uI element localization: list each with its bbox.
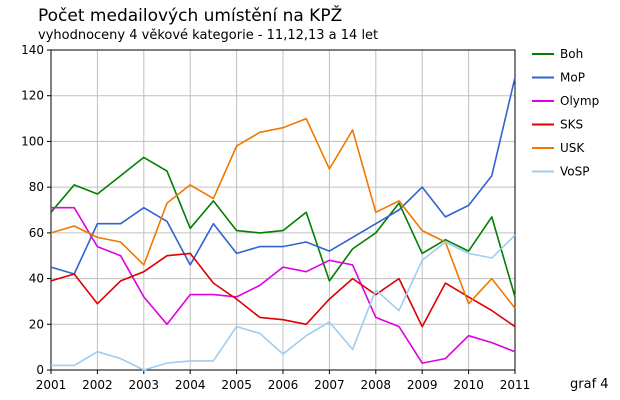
x-tick-label: 2008 bbox=[361, 378, 392, 392]
y-tick-label: 0 bbox=[36, 363, 44, 377]
x-tick-label: 2010 bbox=[453, 378, 484, 392]
y-tick-label: 60 bbox=[29, 226, 44, 240]
x-tick-label: 2006 bbox=[268, 378, 299, 392]
x-tick-label: 2001 bbox=[36, 378, 67, 392]
legend-label: SKS bbox=[560, 118, 583, 132]
series-line-boh bbox=[50, 156, 516, 298]
y-tick-label: 100 bbox=[21, 134, 44, 148]
legend-label: VoSP bbox=[560, 165, 589, 179]
x-tick-label: 2007 bbox=[314, 378, 345, 392]
x-tick-label: 2002 bbox=[82, 378, 113, 392]
x-tick-label: 2009 bbox=[407, 378, 438, 392]
legend-label: USK bbox=[560, 141, 585, 155]
legend-label: MoP bbox=[560, 71, 585, 85]
chart-title: Počet medailových umístění na KPŽ bbox=[38, 6, 343, 26]
y-tick-label: 120 bbox=[21, 89, 44, 103]
x-tick-label: 2004 bbox=[175, 378, 206, 392]
legend-label: Olymp bbox=[560, 94, 599, 108]
series-line-sks bbox=[50, 252, 516, 328]
y-tick-label: 140 bbox=[21, 43, 44, 57]
chart-note: graf 4 bbox=[570, 377, 609, 392]
y-tick-label: 40 bbox=[29, 272, 44, 286]
series-line-vosp bbox=[51, 234, 516, 371]
series-lines bbox=[50, 77, 516, 371]
x-tick-label: 2011 bbox=[500, 378, 531, 392]
y-tick-label: 80 bbox=[29, 180, 44, 194]
legend-label: Boh bbox=[560, 47, 583, 61]
y-tick-label: 20 bbox=[29, 317, 44, 331]
chart-subtitle: vyhodnoceny 4 věkové kategorie - 11,12,1… bbox=[38, 28, 379, 43]
x-tick-label: 2005 bbox=[221, 378, 252, 392]
x-tick-label: 2003 bbox=[129, 378, 160, 392]
series-line-olymp bbox=[51, 206, 516, 364]
grid bbox=[51, 50, 515, 370]
legend: Boh MoP Olymp SKS USK VoSP bbox=[532, 47, 599, 179]
series-line-usk bbox=[50, 117, 516, 309]
series-line-mop bbox=[50, 77, 516, 275]
axes: 0 20 40 60 80 100 120 140 2001 2002 2003 2004 2005 20… bbox=[21, 43, 530, 392]
